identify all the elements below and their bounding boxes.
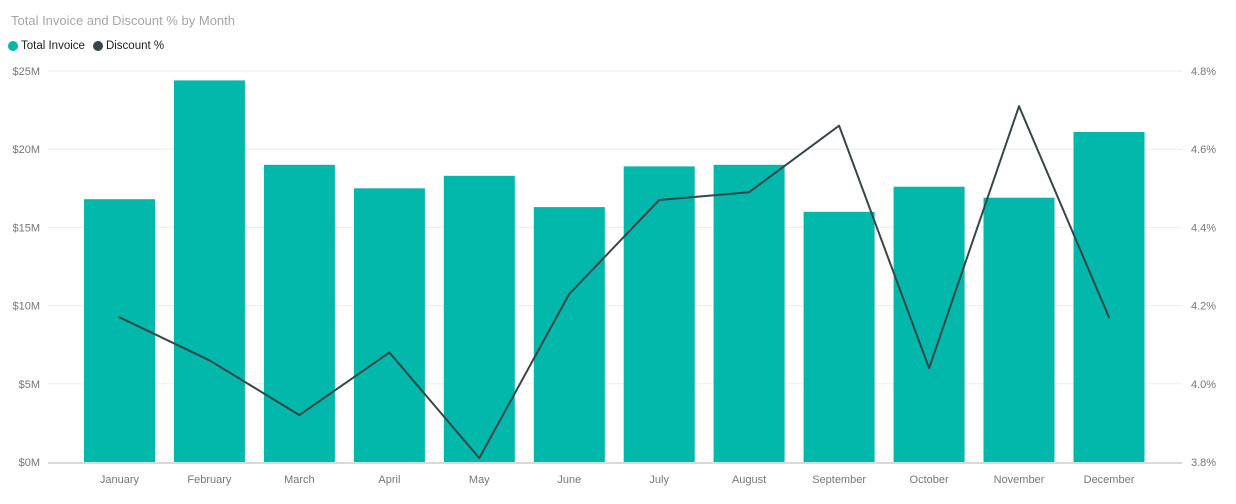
right-axis-tick: 3.8% [1191,457,1216,469]
right-axis-tick: 4.2% [1191,301,1216,313]
legend-item-total-invoice[interactable]: Total Invoice [8,40,85,52]
chart-title: Total Invoice and Discount % by Month [11,13,236,28]
legend-label-total-invoice: Total Invoice [21,40,85,52]
x-axis-label-march: March [284,474,315,486]
x-axis-label-august: August [732,474,766,486]
bar-february[interactable] [173,80,245,465]
bar-july[interactable] [623,166,695,464]
x-axis-label-june: June [557,474,581,486]
left-axis-tick: $20M [12,144,40,156]
bar-october[interactable] [893,186,965,464]
x-axis-line [48,462,1182,464]
left-axis-tick: $5M [19,379,40,391]
left-axis-tick: $15M [12,222,40,234]
x-axis-label-july: July [649,474,669,486]
x-axis-label-february: February [187,474,232,486]
x-axis-label-october: October [910,474,949,486]
x-axis-label-april: April [378,474,400,486]
x-axis-label-november: November [994,474,1045,486]
bar-april[interactable] [353,188,425,465]
discount-line[interactable] [118,105,1110,460]
right-axis-tick: 4.6% [1191,144,1216,156]
chart-legend: Total Invoice Discount % [8,40,172,52]
left-axis-tick: $25M [12,66,40,78]
bar-august[interactable] [713,164,785,465]
bar-november[interactable] [983,197,1055,464]
bar-september[interactable] [803,211,875,464]
x-axis-label-september: September [812,474,866,486]
bar-june[interactable] [533,207,605,464]
x-axis-label-december: December [1084,474,1135,486]
left-axis-tick: $0M [19,457,40,469]
total-invoice-series-icon [8,41,18,51]
x-axis-label-may: May [469,474,490,486]
right-axis-tick: 4.0% [1191,379,1216,391]
bar-december[interactable] [1073,132,1145,464]
right-axis-tick: 4.8% [1191,66,1216,78]
left-axis-tick: $10M [12,301,40,313]
bar-january[interactable] [84,199,155,464]
right-axis-tick: 4.4% [1191,222,1216,234]
bar-may[interactable] [443,175,515,465]
x-axis-label-january: January [100,474,140,486]
legend-item-discount[interactable]: Discount % [92,40,165,52]
bar-march[interactable] [263,164,335,465]
legend-label-discount: Discount % [105,40,165,52]
discount-series-icon [92,41,103,51]
